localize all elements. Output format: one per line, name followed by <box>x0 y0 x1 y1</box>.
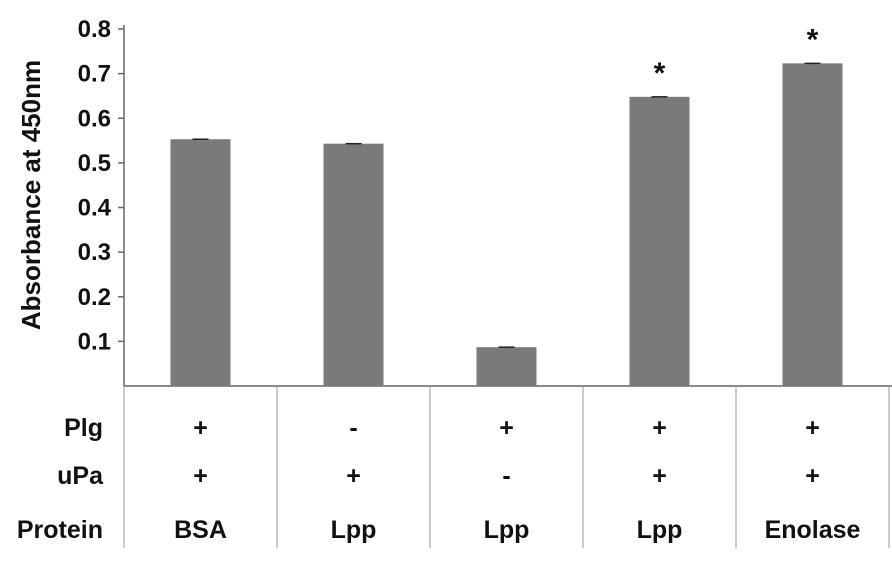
table-cell: Lpp <box>331 516 377 544</box>
bar <box>476 347 537 386</box>
table-cell: + <box>346 462 361 490</box>
bar <box>170 139 231 386</box>
y-tick-label: 0.5 <box>78 150 111 177</box>
y-tick-label: 0.8 <box>78 16 111 43</box>
y-tick-label: 0.2 <box>78 284 111 311</box>
table-row-label: uPa <box>57 462 104 490</box>
bar <box>782 63 843 386</box>
table-cell: + <box>652 462 667 490</box>
table-cell: + <box>193 414 208 442</box>
y-axis-label: Absorbance at 450nm <box>16 60 46 330</box>
table-cell: Lpp <box>637 516 683 544</box>
bars: ** <box>170 23 843 386</box>
table-cell: - <box>349 414 357 442</box>
significance-marker: * <box>807 23 819 56</box>
y-tick-label: 0.4 <box>78 195 112 222</box>
table-row-label: Plg <box>64 414 103 442</box>
y-tick-label: 0.1 <box>78 328 111 355</box>
table-cell: BSA <box>174 516 227 544</box>
y-tick-label: 0.7 <box>78 61 111 88</box>
table-cell: + <box>499 414 514 442</box>
table-cell: + <box>193 462 208 490</box>
table-cell: Lpp <box>484 516 530 544</box>
table-cell: + <box>652 414 667 442</box>
table-cell: + <box>805 462 820 490</box>
table-cell: Enolase <box>765 516 861 544</box>
y-tick-label: 0.6 <box>78 105 111 132</box>
bar <box>323 143 384 386</box>
table-cell: - <box>502 462 510 490</box>
condition-table: Plg + - + + + uPa + + - + + Protein BSA Lpp Lpp Lpp Enola… <box>17 386 890 548</box>
significance-marker: * <box>654 57 666 90</box>
y-tick-label: 0.3 <box>78 239 111 266</box>
table-cell: + <box>805 414 820 442</box>
table-row-label: Protein <box>17 516 103 544</box>
bar <box>629 96 690 386</box>
